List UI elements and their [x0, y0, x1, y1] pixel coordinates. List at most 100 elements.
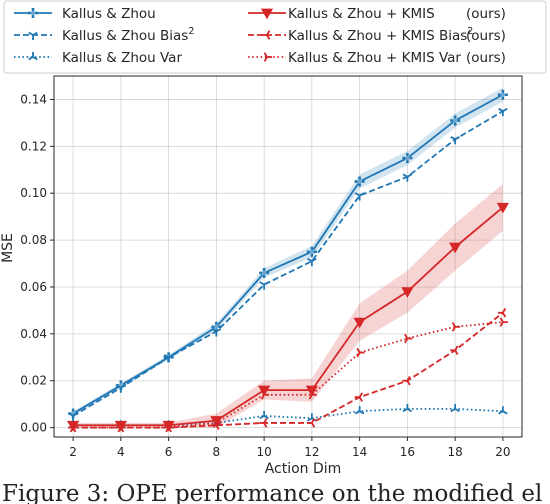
data-point	[450, 403, 460, 413]
legend-label: Kallus & Zhou + KMIS Bias2	[288, 26, 473, 44]
data-point	[211, 328, 222, 337]
series-1	[68, 107, 508, 421]
x-tick-label: 10	[256, 445, 271, 459]
y-axis-label: MSE	[0, 233, 16, 263]
data-point	[259, 267, 270, 278]
data-point	[68, 412, 78, 421]
data-point	[259, 410, 269, 420]
y-axis-ticks: 0.00 0.02 0.04 0.06 0.08 0.10 0.12 0.14	[20, 92, 54, 435]
data-point	[499, 317, 508, 327]
data-point	[498, 406, 508, 415]
y-tick-label: 0.08	[20, 233, 47, 247]
legend-entry: Kallus & Zhou	[14, 6, 156, 22]
legend-label: Kallus & Zhou Var	[62, 50, 182, 66]
y-tick-label: 0.06	[20, 280, 47, 294]
series-band	[73, 87, 503, 416]
legend-suffix: (ours)	[466, 6, 506, 22]
x-tick-label: 8	[213, 445, 221, 459]
data-point	[450, 345, 459, 356]
legend-entry: Kallus & Zhou Var	[14, 50, 182, 66]
x-tick-label: 18	[448, 445, 463, 459]
data-point	[402, 153, 413, 164]
data-point	[213, 418, 222, 428]
x-tick-label: 20	[495, 445, 510, 459]
legend-frame	[3, 0, 547, 74]
data-point	[259, 418, 268, 428]
x-axis-ticks: 2 4 6 8 10 12 14 16 18 20	[69, 437, 511, 459]
data-point	[451, 322, 461, 332]
series-lines	[66, 89, 510, 433]
y-tick-label: 0.12	[20, 139, 47, 153]
data-point	[354, 392, 363, 402]
data-point	[211, 321, 222, 332]
y-tick-label: 0.04	[20, 327, 47, 341]
plot-border	[53, 75, 523, 438]
legend-label: Kallus & Zhou	[62, 6, 156, 22]
x-tick-label: 16	[400, 445, 415, 459]
data-point	[449, 242, 462, 254]
legend-label: Kallus & Zhou Bias2	[62, 26, 194, 44]
data-point	[354, 406, 365, 415]
data-point	[165, 422, 174, 433]
legend-entry: Kallus & Zhou + KMIS (ours)	[248, 6, 506, 22]
x-tick-label: 4	[117, 445, 125, 459]
data-point	[306, 418, 316, 428]
series-line	[72, 93, 504, 415]
data-point	[401, 287, 414, 298]
data-point	[450, 136, 460, 145]
plot-area: 2 4 6 8 10 12 14 16 18 20 0.00 0.02 0.04 0.06 0.08 0.1…	[20, 75, 523, 459]
y-tick-label: 0.00	[20, 421, 47, 435]
y-tick-label: 0.14	[20, 92, 47, 106]
data-point	[353, 317, 366, 329]
data-point	[402, 173, 413, 182]
legend-label: Kallus & Zhou + KMIS	[288, 6, 435, 22]
legend-suffix: (ours)	[466, 28, 506, 44]
legend-marker	[28, 52, 38, 61]
data-point	[496, 202, 510, 214]
data-point	[402, 375, 411, 386]
series-5	[69, 317, 508, 433]
data-point	[450, 115, 461, 126]
legend-entry: Kallus & Zhou + KMIS Bias2(ours)	[248, 26, 506, 44]
figure-caption: Figure 3: OPE performance on the modifie…	[2, 481, 542, 504]
legend-marker	[28, 31, 38, 40]
confidence-bands	[73, 87, 503, 428]
series-line	[73, 206, 504, 427]
y-tick-label: 0.02	[20, 374, 47, 388]
x-tick-label: 14	[352, 445, 367, 459]
data-point	[354, 176, 365, 187]
data-point	[404, 333, 413, 344]
data-point	[69, 422, 79, 433]
legend-marker	[260, 8, 274, 20]
legend-suffix: (ours)	[466, 50, 506, 66]
data-point	[307, 257, 317, 267]
data-point	[260, 390, 270, 400]
series-line	[73, 312, 504, 429]
data-point	[117, 422, 126, 433]
series-line	[72, 110, 504, 417]
data-point	[498, 107, 508, 117]
data-point	[497, 307, 507, 318]
series-line	[73, 321, 503, 429]
data-point	[354, 192, 365, 201]
legend-entry: Kallus & Zhou + KMIS Var (ours)	[248, 50, 506, 66]
data-point	[402, 403, 413, 413]
series-0	[68, 89, 508, 419]
legend-marker	[28, 8, 38, 18]
legend-entry: Kallus & Zhou Bias2	[14, 26, 194, 44]
x-tick-label: 12	[304, 445, 319, 459]
data-point	[116, 384, 126, 393]
x-tick-label: 2	[69, 445, 77, 459]
data-point	[356, 347, 365, 358]
legend-label: Kallus & Zhou + KMIS Var	[288, 50, 461, 66]
data-point	[497, 89, 508, 100]
legend-marker	[263, 52, 272, 62]
y-tick-label: 0.10	[20, 186, 47, 200]
x-axis-label: Action Dim	[265, 461, 342, 477]
data-point	[259, 281, 269, 290]
data-point	[306, 246, 317, 257]
data-point	[308, 390, 317, 400]
legend-superscript: 2	[188, 26, 194, 37]
legend: Kallus & Zhou Kallus & Zhou Bias2 Kallus &…	[3, 0, 547, 74]
